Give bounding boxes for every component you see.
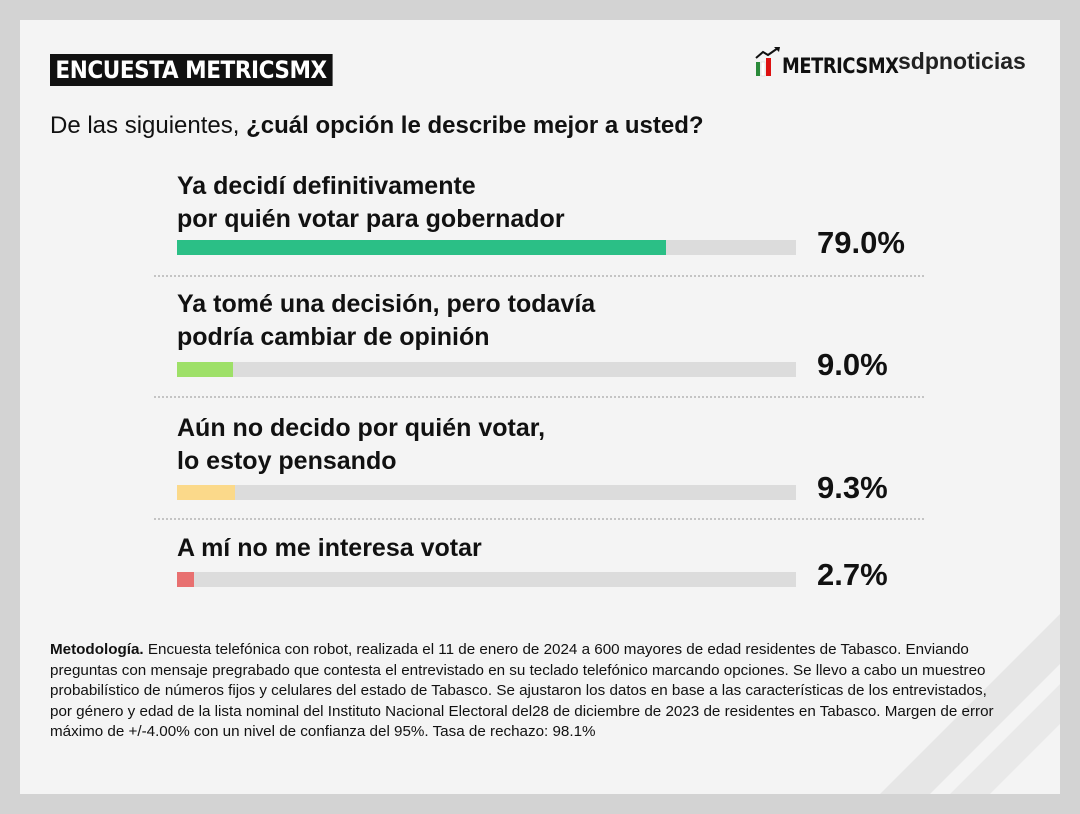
data-label: 2.7% <box>817 557 888 592</box>
infographic-card: ENCUESTA METRICSMX METRICSMX sdpnoticias… <box>20 20 1060 794</box>
bar <box>177 362 233 377</box>
question-text: De las siguientes, ¿cuál opción le descr… <box>50 112 704 140</box>
category-label: A mí no me interesa votar <box>177 532 482 565</box>
bar <box>177 240 666 255</box>
survey-title: ENCUESTA METRICSMX <box>50 54 333 86</box>
sdpnoticias-logo: sdpnoticias <box>898 48 1026 74</box>
category-label: Ya decidí definitivamente por quién votar… <box>177 170 565 236</box>
bar <box>177 485 235 500</box>
methodology-text: Encuesta telefónica con robot, realizada… <box>50 641 994 740</box>
category-label-line: Aún no decido por quién votar, <box>177 414 546 442</box>
question-plain: De las siguientes, <box>50 112 247 139</box>
decorative-stripes <box>880 614 1060 794</box>
category-label: Ya tomé una decisión, pero todavía podría… <box>177 288 595 354</box>
bar-track <box>177 240 796 255</box>
data-label: 9.0% <box>817 347 888 382</box>
row-divider <box>154 275 924 277</box>
question-bold: ¿cuál opción le describe mejor a usted? <box>246 112 704 139</box>
metricsmx-logo-text: METRICSMX <box>782 54 899 78</box>
row-divider <box>154 396 924 398</box>
row-divider <box>154 518 924 520</box>
data-label: 9.3% <box>817 470 888 505</box>
data-label: 79.0% <box>817 225 905 260</box>
bar-track <box>177 485 796 500</box>
category-label-line: lo estoy pensando <box>177 447 397 475</box>
methodology-label: Metodología. <box>50 641 144 658</box>
category-label-line: A mí no me interesa votar <box>177 534 482 562</box>
metricsmx-logo: METRICSMX <box>754 46 919 78</box>
category-label-line: Ya tomé una decisión, pero todavía <box>177 290 596 318</box>
bar-track <box>177 572 796 587</box>
bar <box>177 572 194 587</box>
trend-arrow-icon <box>755 47 780 77</box>
bar-track <box>177 362 796 377</box>
category-label: Aún no decido por quién votar, lo estoy p… <box>177 412 545 478</box>
methodology-note: Metodología. Encuesta telefónica con rob… <box>50 640 1010 743</box>
category-label-line: por quién votar para gobernador <box>177 205 565 233</box>
category-label-line: podría cambiar de opinión <box>177 323 490 351</box>
category-label-line: Ya decidí definitivamente <box>177 172 476 200</box>
